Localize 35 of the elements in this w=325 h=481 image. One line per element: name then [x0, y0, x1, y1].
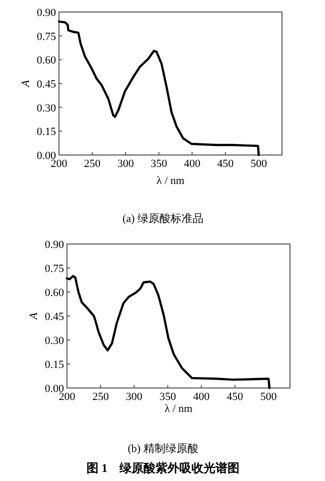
- x-tick-label: 350: [160, 391, 177, 403]
- text: (a) 绿原酸标准品: [122, 212, 204, 225]
- x-axis-title: λ / nm: [156, 175, 185, 187]
- y-tick-label: 0.30: [44, 335, 64, 347]
- y-tick-label: 0.75: [44, 263, 64, 275]
- x-tick-label: 450: [217, 158, 234, 170]
- x-tick-label: 300: [117, 158, 134, 170]
- y-tick-label: 0.60: [36, 54, 56, 67]
- y-tick-label: 0.45: [36, 78, 56, 90]
- y-tick-label: 0.90: [44, 239, 64, 251]
- x-tick-label: 400: [193, 391, 210, 403]
- x-tick-label: 250: [92, 391, 110, 403]
- x-tick-label: 500: [250, 158, 268, 170]
- y-tick-label: 0.15: [44, 359, 64, 371]
- y-axis-title: A: [28, 312, 40, 320]
- x-tick-label: 500: [260, 391, 278, 403]
- caption: 图 1 绿原酸紫外吸收光谱图: [86, 461, 240, 475]
- y-axis-title: A: [20, 80, 32, 88]
- y-tick-label: 0.75: [36, 30, 56, 43]
- x-tick-label: 350: [150, 158, 168, 170]
- x-tick-label: 200: [58, 391, 76, 403]
- y-tick-label: 0.60: [44, 287, 64, 299]
- y-tick-label: 0.15: [36, 126, 56, 138]
- y-tick-label: 0.90: [36, 7, 56, 19]
- x-tick-label: 400: [184, 158, 201, 170]
- x-tick-label: 200: [50, 158, 68, 170]
- x-tick-label: 250: [84, 158, 102, 170]
- x-tick-label: 300: [126, 391, 143, 403]
- text: (b) 精制绿原酸: [128, 442, 198, 455]
- y-tick-label: 0.30: [36, 102, 56, 114]
- x-tick-label: 450: [226, 391, 244, 403]
- x-axis-title: λ / nm: [164, 403, 193, 415]
- y-tick-label: 0.45: [44, 311, 64, 323]
- line-series: [58, 20, 260, 156]
- line-series: [66, 274, 271, 390]
